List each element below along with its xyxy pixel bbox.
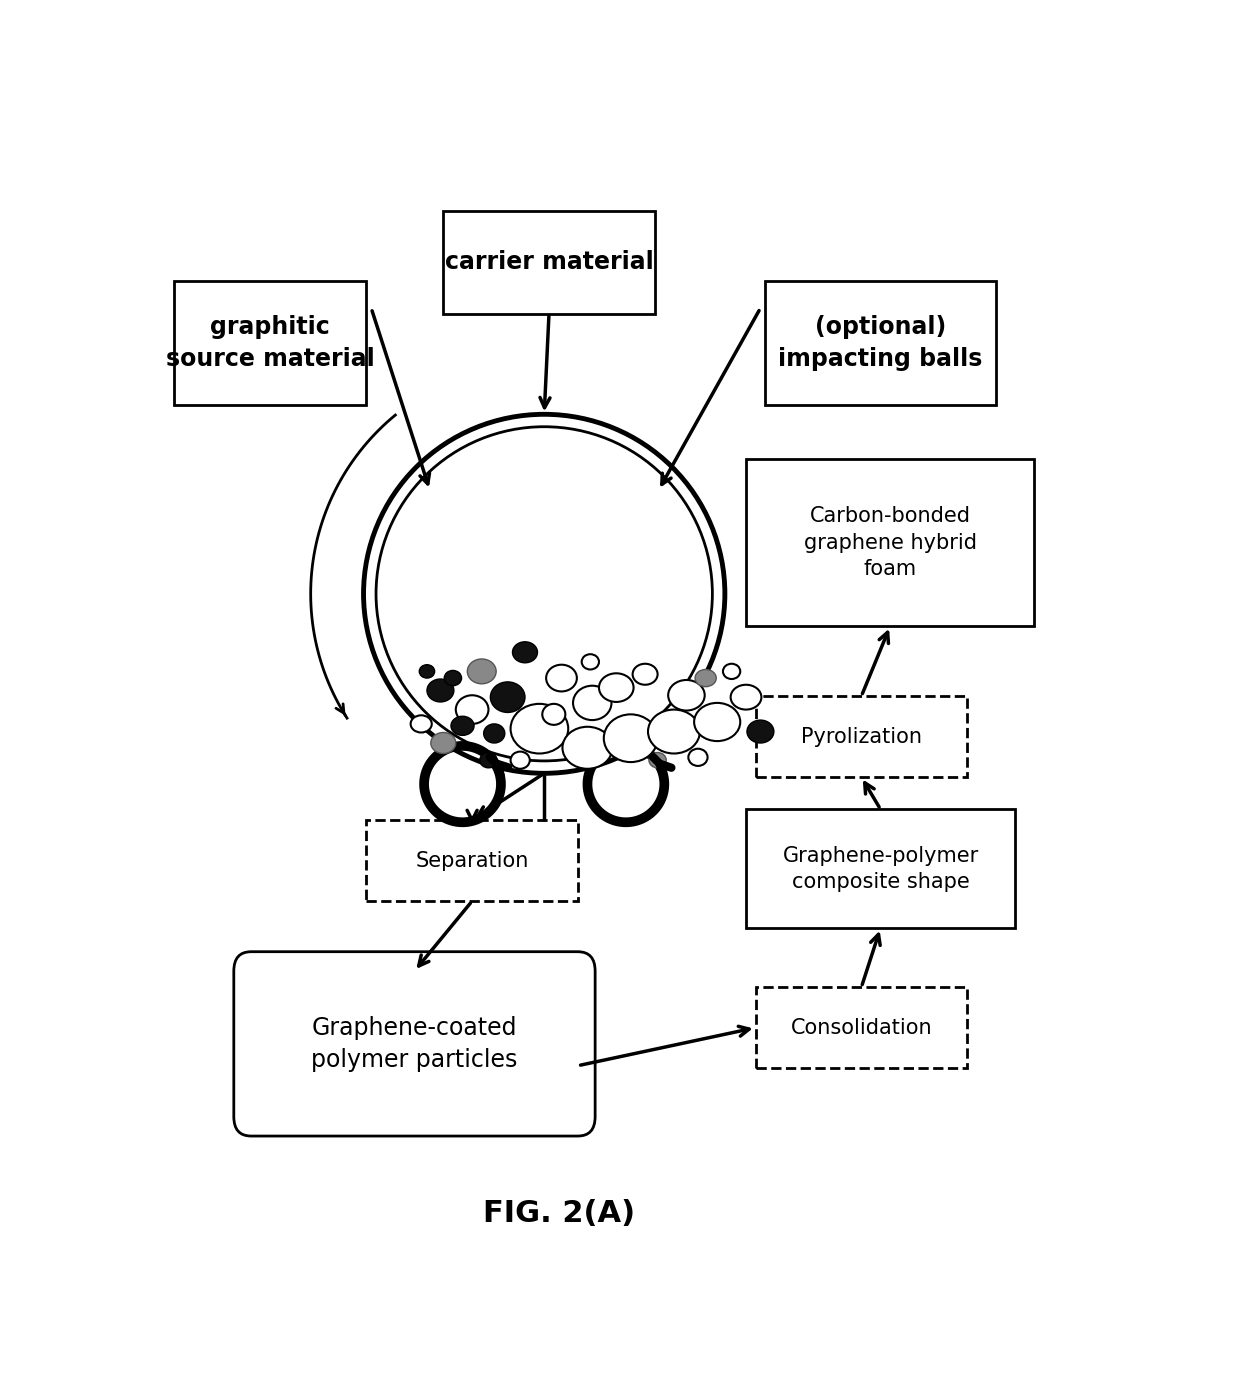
Ellipse shape	[456, 696, 489, 724]
Ellipse shape	[668, 680, 704, 711]
Ellipse shape	[427, 679, 454, 701]
Text: carrier material: carrier material	[445, 251, 653, 274]
Text: Separation: Separation	[415, 851, 528, 871]
Ellipse shape	[730, 685, 761, 710]
Ellipse shape	[512, 641, 537, 662]
Ellipse shape	[723, 664, 740, 679]
Text: Graphene-polymer
composite shape: Graphene-polymer composite shape	[782, 846, 978, 892]
Ellipse shape	[582, 654, 599, 669]
Ellipse shape	[430, 732, 456, 753]
Text: Carbon-bonded
graphene hybrid
foam: Carbon-bonded graphene hybrid foam	[804, 507, 977, 580]
Bar	[444, 211, 655, 314]
Ellipse shape	[649, 710, 699, 753]
FancyBboxPatch shape	[234, 952, 595, 1135]
Ellipse shape	[467, 659, 496, 683]
Ellipse shape	[511, 752, 529, 769]
Ellipse shape	[542, 704, 565, 725]
Bar	[755, 696, 967, 777]
Bar	[746, 809, 1016, 928]
Ellipse shape	[444, 671, 461, 686]
Ellipse shape	[480, 753, 497, 767]
Ellipse shape	[694, 703, 740, 741]
Ellipse shape	[649, 753, 666, 767]
Ellipse shape	[410, 715, 432, 732]
Bar	[746, 459, 1034, 626]
Ellipse shape	[573, 686, 611, 720]
Ellipse shape	[511, 704, 568, 753]
Text: (optional)
impacting balls: (optional) impacting balls	[779, 315, 983, 371]
Bar	[174, 281, 367, 405]
Ellipse shape	[632, 664, 657, 685]
Ellipse shape	[696, 669, 717, 686]
Ellipse shape	[746, 720, 774, 743]
Ellipse shape	[688, 749, 708, 766]
Ellipse shape	[546, 665, 577, 692]
Bar	[755, 987, 967, 1068]
Text: FIG. 2(A): FIG. 2(A)	[482, 1200, 635, 1228]
Ellipse shape	[363, 414, 725, 773]
Bar	[765, 281, 996, 405]
Ellipse shape	[490, 682, 525, 713]
Ellipse shape	[484, 724, 505, 743]
Ellipse shape	[563, 727, 613, 769]
Text: Pyrolization: Pyrolization	[801, 727, 921, 746]
Bar	[367, 820, 578, 902]
Ellipse shape	[376, 427, 712, 762]
Text: Graphene-coated
polymer particles: Graphene-coated polymer particles	[311, 1016, 517, 1071]
Ellipse shape	[451, 717, 474, 735]
Ellipse shape	[419, 665, 435, 678]
Text: graphitic
source material: graphitic source material	[166, 315, 374, 371]
Ellipse shape	[599, 673, 634, 701]
Ellipse shape	[604, 714, 657, 762]
Text: Consolidation: Consolidation	[791, 1018, 932, 1037]
